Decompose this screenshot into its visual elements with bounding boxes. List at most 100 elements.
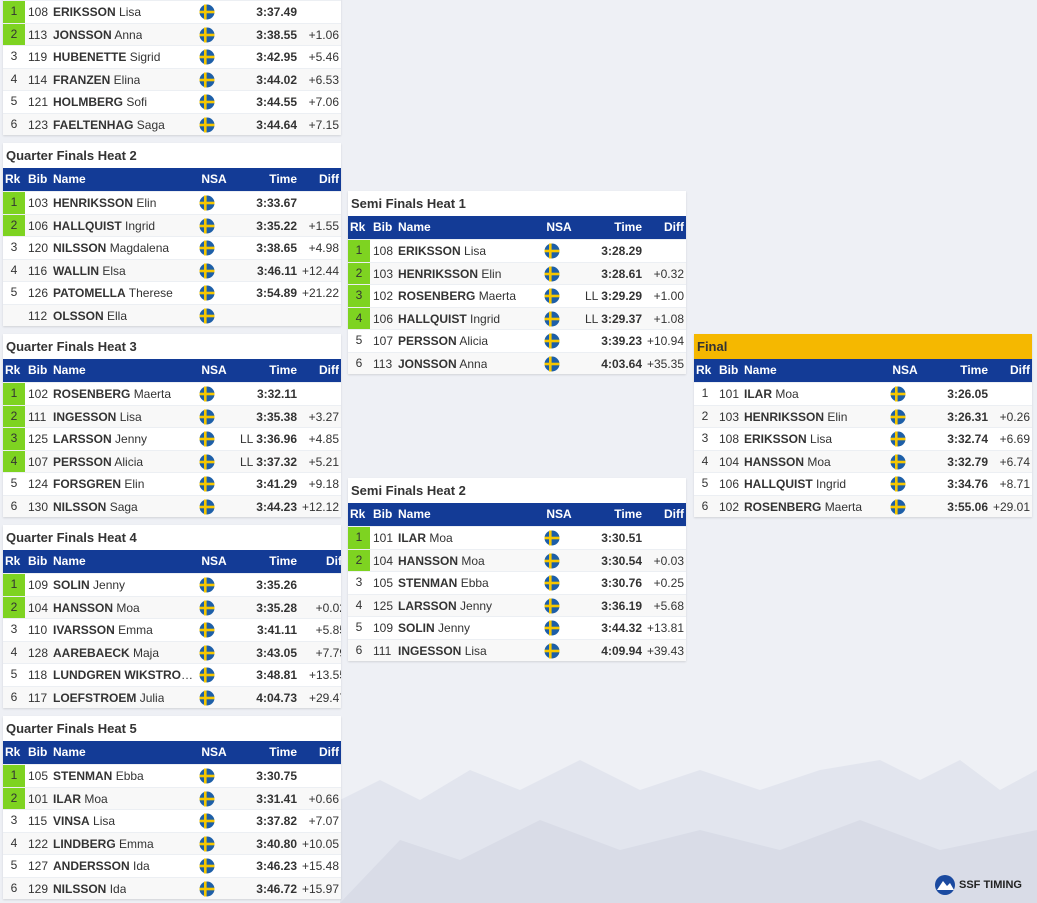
result-row: 112 OLSSON Ella bbox=[3, 303, 341, 327]
time: 3:35.28 bbox=[256, 597, 297, 619]
flag-cross-h bbox=[890, 460, 906, 463]
bib: 120 bbox=[28, 241, 49, 255]
time-value: 3:30.54 bbox=[601, 553, 642, 568]
heat-title: Semi Finals Heat 2 bbox=[348, 478, 686, 503]
last-name: HALLQUIST bbox=[744, 477, 813, 491]
diff: +5.68 bbox=[653, 598, 684, 613]
time: 3:41.11 bbox=[257, 619, 297, 641]
flag bbox=[199, 791, 215, 806]
first-name: Magdalena bbox=[109, 241, 170, 255]
result-row: 2 111 INGESSON Lisa 3:35.38 +3.27 bbox=[3, 404, 341, 428]
result-row: 3 125 LARSSON Jenny LL 3:36.96 +4.85 bbox=[3, 427, 341, 450]
athlete-name: LINDBERG Emma bbox=[53, 833, 154, 855]
column-header: Time bbox=[269, 554, 297, 568]
bib: 104 bbox=[28, 600, 49, 615]
time-value: 3:26.31 bbox=[947, 409, 988, 424]
flag bbox=[199, 600, 215, 615]
athlete-name: OLSSON Ella bbox=[53, 305, 127, 327]
last-name: HANSSON bbox=[398, 553, 459, 568]
bib: 111 bbox=[28, 409, 47, 424]
first-name: Anna bbox=[114, 27, 143, 42]
column-header: Name bbox=[53, 172, 86, 186]
first-name: Lisa bbox=[464, 643, 487, 658]
time: 3:43.05 bbox=[256, 642, 297, 664]
athlete-name: ERIKSSON Lisa bbox=[398, 240, 486, 262]
diff: +1.55 bbox=[308, 218, 339, 233]
column-header: NSA bbox=[201, 172, 227, 186]
last-name: HALLQUIST bbox=[53, 218, 122, 233]
result-row: 3 115 VINSA Lisa 3:37.82 +7.07 bbox=[3, 809, 341, 832]
time: 4:09.94 bbox=[601, 640, 642, 662]
rank: 3 bbox=[348, 285, 370, 307]
bib: 107 bbox=[28, 454, 49, 469]
last-name: STENMAN bbox=[398, 576, 458, 590]
flag bbox=[199, 768, 215, 784]
rank: 6 bbox=[701, 498, 709, 513]
athlete-name: ILAR Moa bbox=[398, 527, 453, 549]
note: LL bbox=[239, 454, 254, 469]
bib: 111 bbox=[373, 643, 392, 658]
header-row: Rk Bib Name NSA Time Diff bbox=[348, 216, 686, 239]
last-name: ERIKSSON bbox=[744, 432, 807, 446]
first-name: Ingrid bbox=[125, 218, 156, 233]
time: 3:35.38 bbox=[256, 406, 297, 428]
diff: +0.03 bbox=[653, 553, 684, 568]
flag-cross-h bbox=[544, 317, 560, 320]
time: 3:33.67 bbox=[256, 192, 297, 214]
time-value: 3:37.49 bbox=[256, 5, 297, 19]
flag-cross-h bbox=[890, 392, 906, 396]
flag bbox=[199, 645, 215, 660]
last-name: ILAR bbox=[744, 387, 772, 401]
diff: +15.97 bbox=[301, 881, 339, 896]
diff: +0.02 bbox=[315, 600, 341, 615]
result-row: 5 109 SOLIN Jenny 3:44.32 +13.81 bbox=[348, 616, 686, 639]
bib: 117 bbox=[28, 690, 48, 705]
rank: 6 bbox=[355, 642, 363, 657]
flag bbox=[199, 72, 215, 87]
time: 3:48.81 bbox=[256, 664, 297, 686]
bib: 104 bbox=[373, 553, 394, 568]
time-value: 3:34.76 bbox=[947, 477, 988, 491]
time-value: 3:29.37 bbox=[601, 311, 642, 326]
last-name: HUBENETTE bbox=[53, 50, 127, 64]
time: 3:44.55 bbox=[256, 91, 297, 113]
flag-cross-h bbox=[199, 10, 215, 14]
athlete-name: HANSSON Moa bbox=[53, 597, 140, 619]
diff: +7.07 bbox=[308, 814, 339, 828]
mountains-front bbox=[340, 820, 1037, 903]
column-header: Time bbox=[614, 220, 642, 234]
rank: 4 bbox=[10, 835, 18, 850]
flag bbox=[199, 195, 215, 211]
time: 3:38.55 bbox=[256, 24, 297, 46]
last-name: SOLIN bbox=[398, 621, 435, 635]
last-name: HENRIKSSON bbox=[744, 409, 825, 424]
athlete-name: JONSSON Anna bbox=[398, 353, 487, 375]
athlete-name: HENRIKSSON Elin bbox=[398, 263, 501, 285]
first-name: Maerta bbox=[824, 499, 863, 514]
result-row: 4 122 LINDBERG Emma 3:40.80 +10.05 bbox=[3, 831, 341, 855]
flag bbox=[890, 386, 906, 402]
time-value: 3:44.32 bbox=[601, 621, 642, 635]
bib: 101 bbox=[373, 531, 394, 545]
time: 3:30.75 bbox=[256, 765, 297, 787]
flag bbox=[544, 598, 560, 613]
rank: 6 bbox=[355, 355, 363, 370]
flag-cross-h bbox=[199, 606, 215, 609]
first-name: Ingrid bbox=[816, 477, 847, 491]
result-row: 1 101 ILAR Moa 3:30.51 bbox=[348, 526, 686, 549]
result-row: 3 110 IVARSSON Emma 3:41.11 +5.85 bbox=[3, 618, 341, 641]
bib: 102 bbox=[28, 387, 49, 401]
athlete-name: HANSSON Moa bbox=[398, 550, 485, 572]
column-header: Rk bbox=[696, 363, 712, 377]
time-value: 3:46.23 bbox=[256, 859, 297, 873]
athlete-name: PERSSON Alicia bbox=[53, 451, 143, 473]
rank: 2 bbox=[3, 214, 25, 236]
bib: 119 bbox=[28, 50, 48, 64]
rank: 2 bbox=[3, 596, 25, 618]
column-header: Bib bbox=[28, 172, 48, 186]
result-row: 6 130 NILSSON Saga 3:44.23 +12.12 bbox=[3, 494, 341, 517]
time-value: 3:41.29 bbox=[256, 477, 297, 491]
column-header: Diff bbox=[319, 745, 339, 759]
time-value: 4:04.73 bbox=[256, 690, 297, 705]
